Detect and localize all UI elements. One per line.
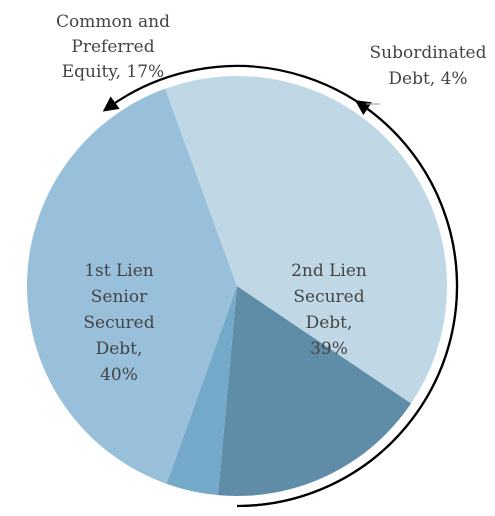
slice-label-1st-lien-senior-secured-debt: 1st Lien Senior Secured Debt, 40% [83,261,154,385]
right-curved-arrow [244,100,459,507]
pie-slices-group [27,75,448,497]
slice-label-2nd-lien-secured-debt: 2nd Lien Secured Debt, 39% [291,261,367,359]
slice-label-common-and-preferred-equity: Common and Preferred Equity, 17% [56,12,170,82]
pie-slice-common-and-preferred-equity [217,286,412,497]
slice-labels-group: Common and Preferred Equity, 17% Subordinat… [56,12,487,385]
seniority-arrows-group [102,64,459,508]
pie-slice-2nd-lien-secured-debt [27,88,237,484]
pie-slice-subordinated-debt [166,286,237,496]
slice-label-subordinated-debt: Subordinated Debt, 4% [369,43,486,89]
pie-slice-1st-lien-senior-secured-debt [165,75,448,404]
